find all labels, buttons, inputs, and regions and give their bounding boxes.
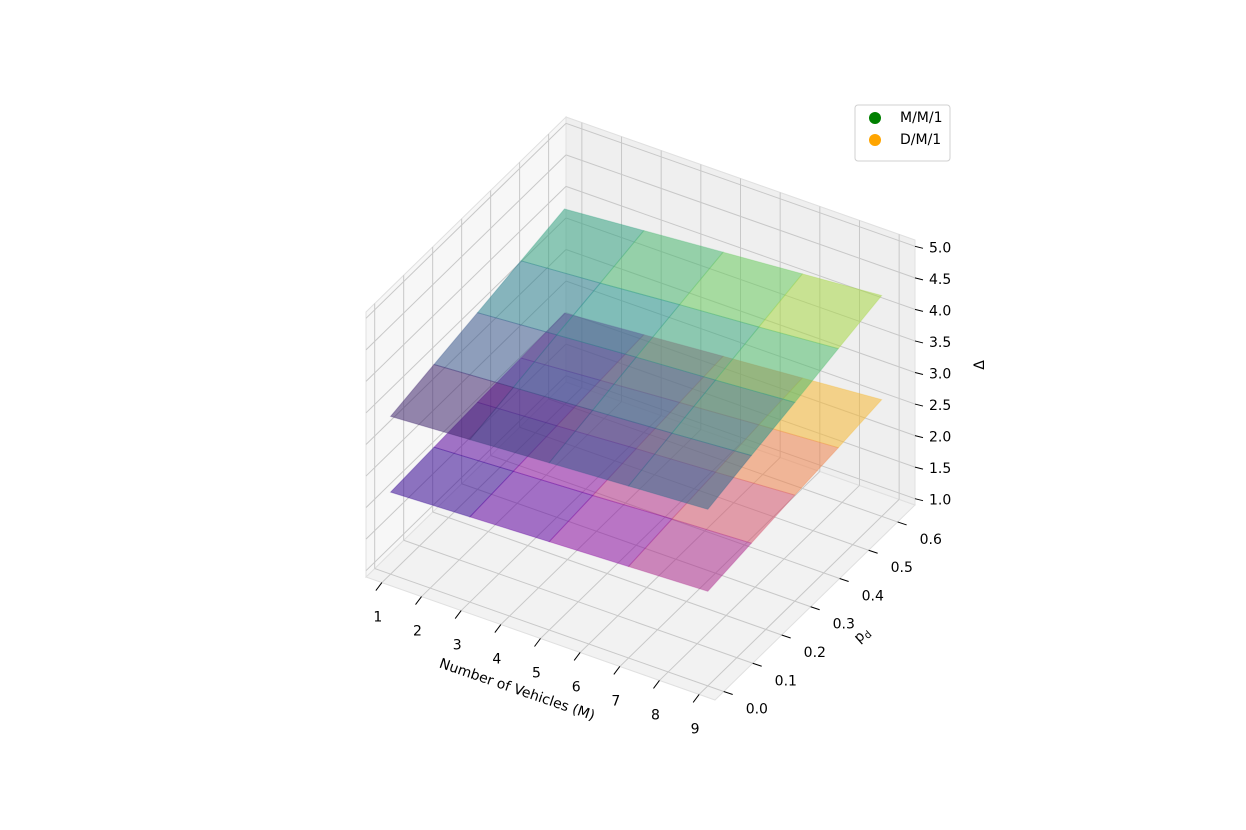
x-tick (375, 582, 383, 591)
y-tick-label: 0.6 (920, 532, 942, 548)
x-tick-label: 9 (691, 721, 700, 737)
x-tick (494, 624, 502, 633)
z-tick (914, 340, 924, 344)
x-tick-label: 2 (413, 624, 422, 640)
y-tick-label: 0.2 (804, 645, 826, 661)
z-tick-label: 4.0 (929, 303, 951, 319)
grid-line (565, 154, 916, 279)
x-tick-label: 3 (453, 638, 462, 654)
z-tick-label: 3.5 (929, 335, 951, 351)
z-axis-label: Δ (972, 360, 988, 370)
grid-line (565, 122, 916, 247)
y-tick-label: 0.1 (775, 673, 797, 689)
grid-line (432, 511, 782, 636)
x-tick-label: 4 (492, 652, 501, 668)
grid-line (659, 485, 860, 681)
x-tick (415, 596, 422, 605)
surface-cell (758, 273, 883, 350)
x-tick-label: 6 (572, 679, 581, 695)
x-tick-label: 7 (611, 693, 620, 709)
z-tick-label: 5.0 (929, 240, 951, 256)
legend-label: D/M/1 (900, 132, 941, 148)
z-tick (914, 498, 924, 502)
z-tick (914, 308, 924, 312)
surface-cell (627, 518, 753, 592)
y-tick (810, 606, 820, 611)
z-tick-label: 3.0 (929, 367, 951, 383)
y-tick-label: 0.0 (746, 702, 768, 718)
y-tick (752, 662, 762, 667)
z-tick-label: 2.5 (929, 398, 951, 414)
axes: 1 2 3 4 5 6 7 8 9 0.0 0.1 0.2 0.3 0.4 0.5 0.6 1.0 1.5 2.0 2… (373, 240, 951, 737)
x-tick-label: 8 (651, 707, 660, 723)
z-tick-label: 1.0 (929, 493, 951, 509)
grid-line (365, 154, 567, 351)
z-tick (914, 372, 924, 375)
y-tick (723, 691, 733, 695)
x-tick (692, 694, 700, 703)
y-tick (839, 578, 849, 582)
legend-marker (869, 134, 881, 146)
z-tick (914, 435, 924, 439)
z-tick (914, 277, 924, 281)
z-tick-label: 4.5 (929, 272, 951, 288)
x-tick-label: 1 (373, 610, 382, 626)
y-tick (897, 521, 907, 526)
surface-cell (627, 432, 753, 510)
y-tick (868, 549, 878, 554)
y-tick (781, 634, 791, 639)
x-tick (454, 610, 462, 619)
y-tick-label: 0.5 (891, 560, 913, 576)
grid-line (698, 499, 900, 695)
y-tick-label: 0.3 (833, 617, 855, 633)
z-tick-label: 1.5 (929, 461, 951, 477)
z-tick (914, 403, 924, 407)
z-tick (914, 466, 924, 470)
z-tick (914, 245, 924, 249)
surfaces (389, 208, 883, 592)
grid-line (365, 122, 567, 319)
y-tick-label: 0.4 (862, 588, 884, 604)
legend: M/M/1 D/M/1 (854, 104, 951, 162)
legend-marker (869, 112, 881, 124)
grid-line (365, 186, 567, 382)
grid-line (374, 568, 724, 692)
z-tick-label: 2.0 (929, 430, 951, 446)
x-tick (653, 680, 660, 689)
x-tick (534, 638, 541, 647)
x-tick-label: 5 (532, 666, 541, 682)
surface (389, 208, 883, 510)
x-tick (613, 666, 621, 675)
x-tick (573, 652, 581, 661)
grid-line (403, 539, 753, 664)
legend-label: M/M/1 (900, 110, 943, 126)
